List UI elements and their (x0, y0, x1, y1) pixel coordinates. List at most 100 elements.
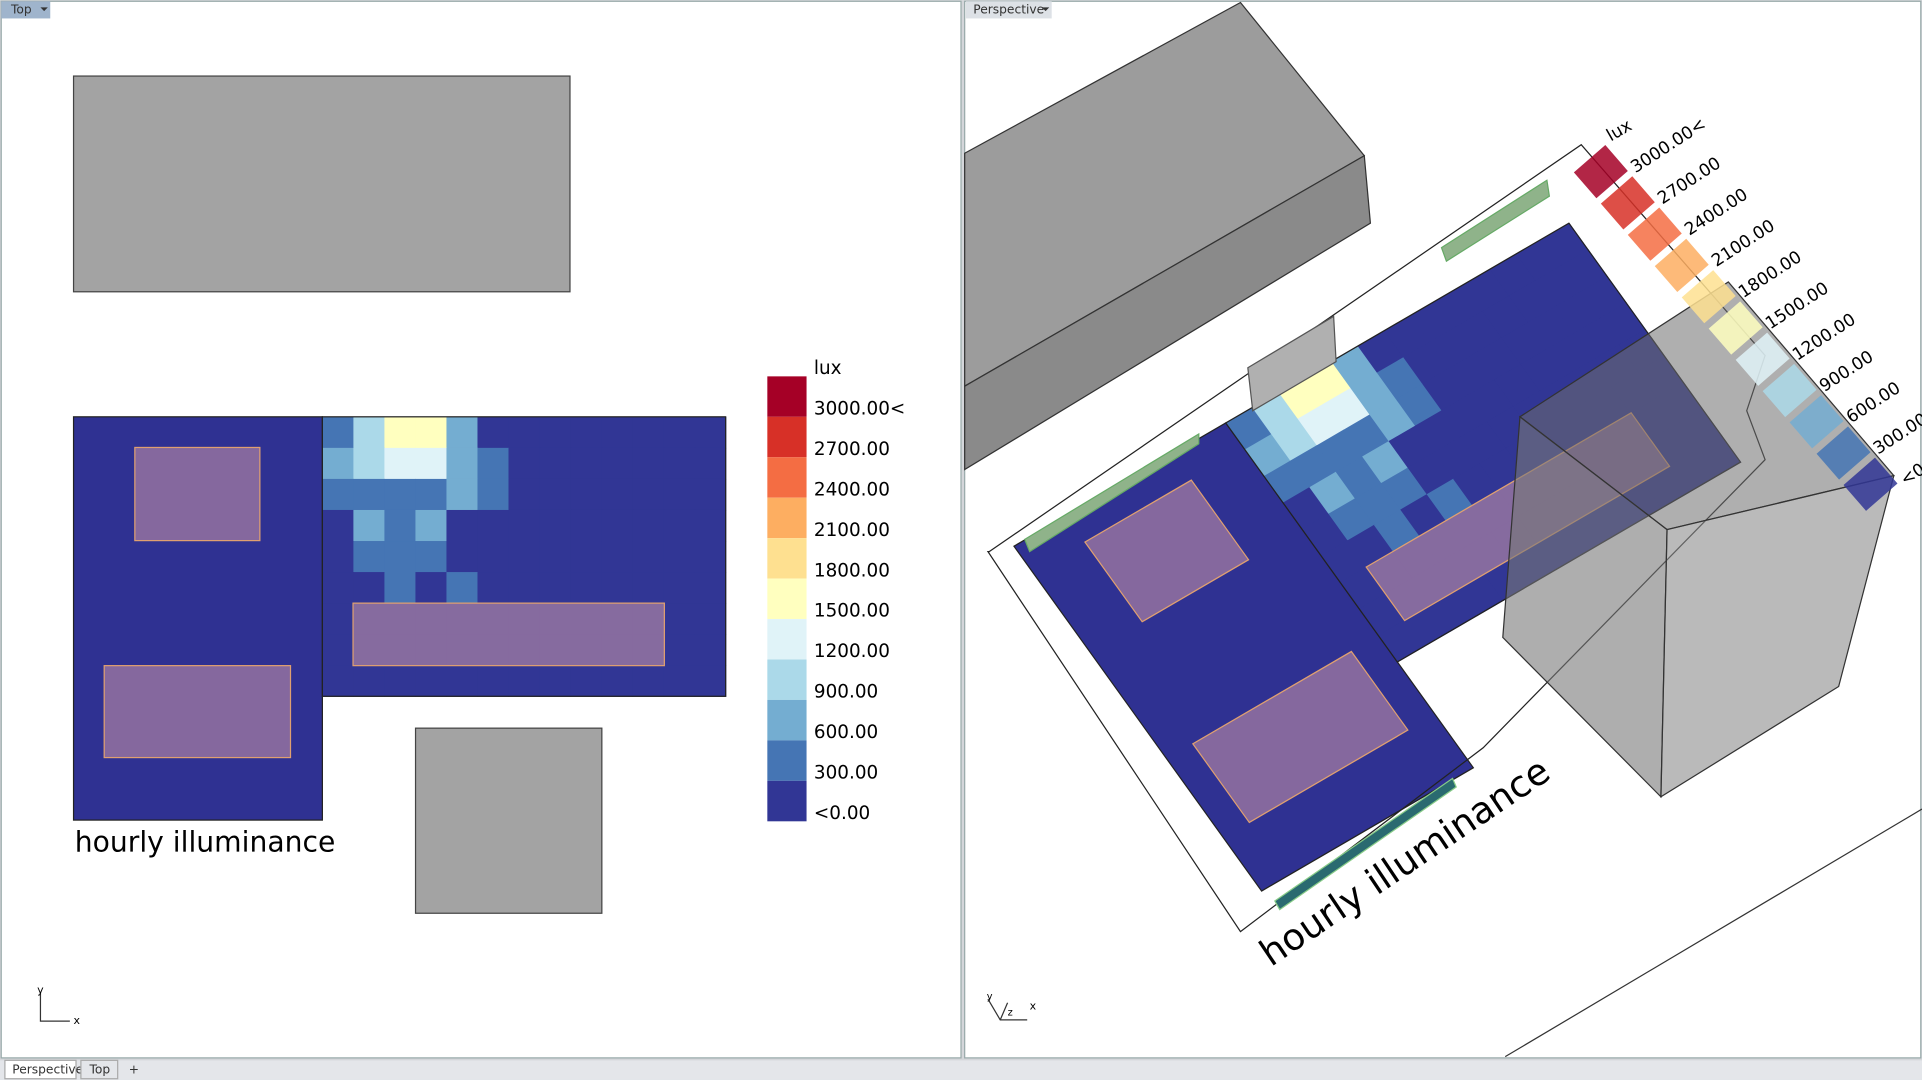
heatmap-cell (322, 447, 355, 480)
heatmap-cell (1343, 414, 1390, 458)
heatmap-cell (508, 541, 541, 573)
axis-label: y (987, 992, 993, 1003)
legend-swatch (1735, 332, 1790, 386)
heatmap-cell (1489, 253, 1537, 297)
heatmap-cell (1475, 337, 1522, 381)
heatmap-cell (477, 416, 510, 449)
axis-label: z (1008, 1008, 1013, 1019)
heatmap-cell (477, 509, 510, 542)
legend-label: 1800.00 (814, 560, 890, 581)
heatmap-cell (384, 572, 417, 604)
heatmap-cell (1479, 447, 1526, 491)
heatmap-cell (353, 541, 386, 573)
heatmap-cell (1297, 403, 1344, 446)
building (1660, 474, 1895, 798)
viewport-title: Perspective (973, 2, 1044, 16)
legend-swatch (1654, 238, 1709, 293)
furniture (103, 665, 292, 759)
axis-label: x (1030, 999, 1037, 1012)
heatmap-cell (1369, 398, 1416, 442)
legend-swatch (767, 457, 807, 498)
heatmap-cell (632, 478, 665, 511)
heatmap-cell (1388, 425, 1435, 469)
heatmap-cell (1429, 326, 1476, 369)
heatmap-cell (508, 572, 541, 604)
heatmap-cell (415, 447, 448, 480)
heatmap-cell (322, 603, 355, 635)
heatmap-cell (508, 447, 541, 480)
heatmap-cell (1455, 310, 1503, 354)
heatmap-cell (1414, 410, 1462, 453)
heatmap-cell (1448, 352, 1496, 396)
heatmap-cell (570, 541, 603, 573)
heatmap-cell (601, 447, 634, 480)
heatmap-cell (477, 541, 510, 573)
heatmap-cell (1431, 588, 1478, 632)
heatmap-cell (1331, 345, 1378, 389)
heatmap-cell (353, 665, 386, 697)
legend-label: 300.00 (814, 763, 878, 784)
legend-label: 900.00 (814, 682, 878, 703)
legend-label: 2100.00 (814, 520, 890, 541)
heatmap-cell (353, 572, 386, 604)
heatmap-cell (1457, 573, 1504, 617)
heatmap-cell (539, 416, 572, 449)
heatmap-cell (539, 447, 572, 480)
tab[interactable] (80, 1059, 119, 1080)
heatmap-cell (663, 634, 696, 666)
heatmap-cell (322, 478, 355, 511)
tab[interactable] (4, 1059, 77, 1080)
heatmap-cell (1494, 363, 1541, 407)
heatmap-cell (694, 603, 727, 635)
heatmap-cell (663, 665, 696, 697)
heatmap-cell (1520, 348, 1567, 392)
heatmap-cell (1573, 317, 1620, 361)
heatmap-cell (446, 541, 479, 573)
heatmap-cell (1381, 467, 1428, 511)
heatmap-cell (446, 572, 479, 604)
heatmap-cell (446, 509, 479, 542)
heatmap-cell (663, 416, 696, 449)
heatmap-cell (1501, 322, 1548, 365)
heatmap-cell (1350, 372, 1397, 416)
heatmap-cell (1460, 421, 1507, 465)
heatmap-cell (1316, 429, 1364, 473)
viewport-tab[interactable] (1, 1, 51, 19)
heatmap-cell (694, 634, 727, 666)
heatmap-cell (1404, 604, 1452, 648)
heatmap-cell (570, 416, 603, 449)
heatmap-cell (1546, 333, 1594, 376)
heatmap-cell (1271, 418, 1318, 462)
heatmap-cell (384, 541, 417, 573)
legend-swatch (767, 699, 807, 741)
heatmap-cell (1301, 513, 1349, 557)
heatmap-cell (1403, 341, 1450, 385)
viewport-tab[interactable] (965, 1, 1052, 19)
heatmap-cell (1347, 524, 1394, 568)
heatmap-cell (1561, 249, 1608, 293)
tab-bar (0, 1060, 1922, 1080)
legend-label: 1200.00 (814, 641, 890, 662)
legend-swatch (767, 619, 807, 660)
caption: hourly illuminance (75, 825, 336, 858)
heatmap-cell (384, 665, 417, 697)
heatmap-cell (694, 665, 727, 697)
heatmap-cell (446, 447, 479, 480)
heatmap-cell (539, 509, 572, 542)
add-tab[interactable]: + (129, 1063, 139, 1077)
heatmap-cell (477, 572, 510, 604)
axis-label: x (74, 1014, 81, 1027)
legend-swatch (1681, 270, 1736, 324)
heatmap-cell (1400, 493, 1447, 537)
heatmap-cell (539, 665, 572, 697)
heatmap-cell (1323, 387, 1371, 431)
heatmap-cell (415, 572, 448, 604)
heatmap-cell (663, 447, 696, 480)
heatmap-cell (1482, 295, 1529, 339)
dropdown-arrow (40, 7, 48, 12)
heatmap-cell (1290, 445, 1337, 488)
heatmap-cell (570, 447, 603, 480)
heatmap-cell (322, 572, 355, 604)
